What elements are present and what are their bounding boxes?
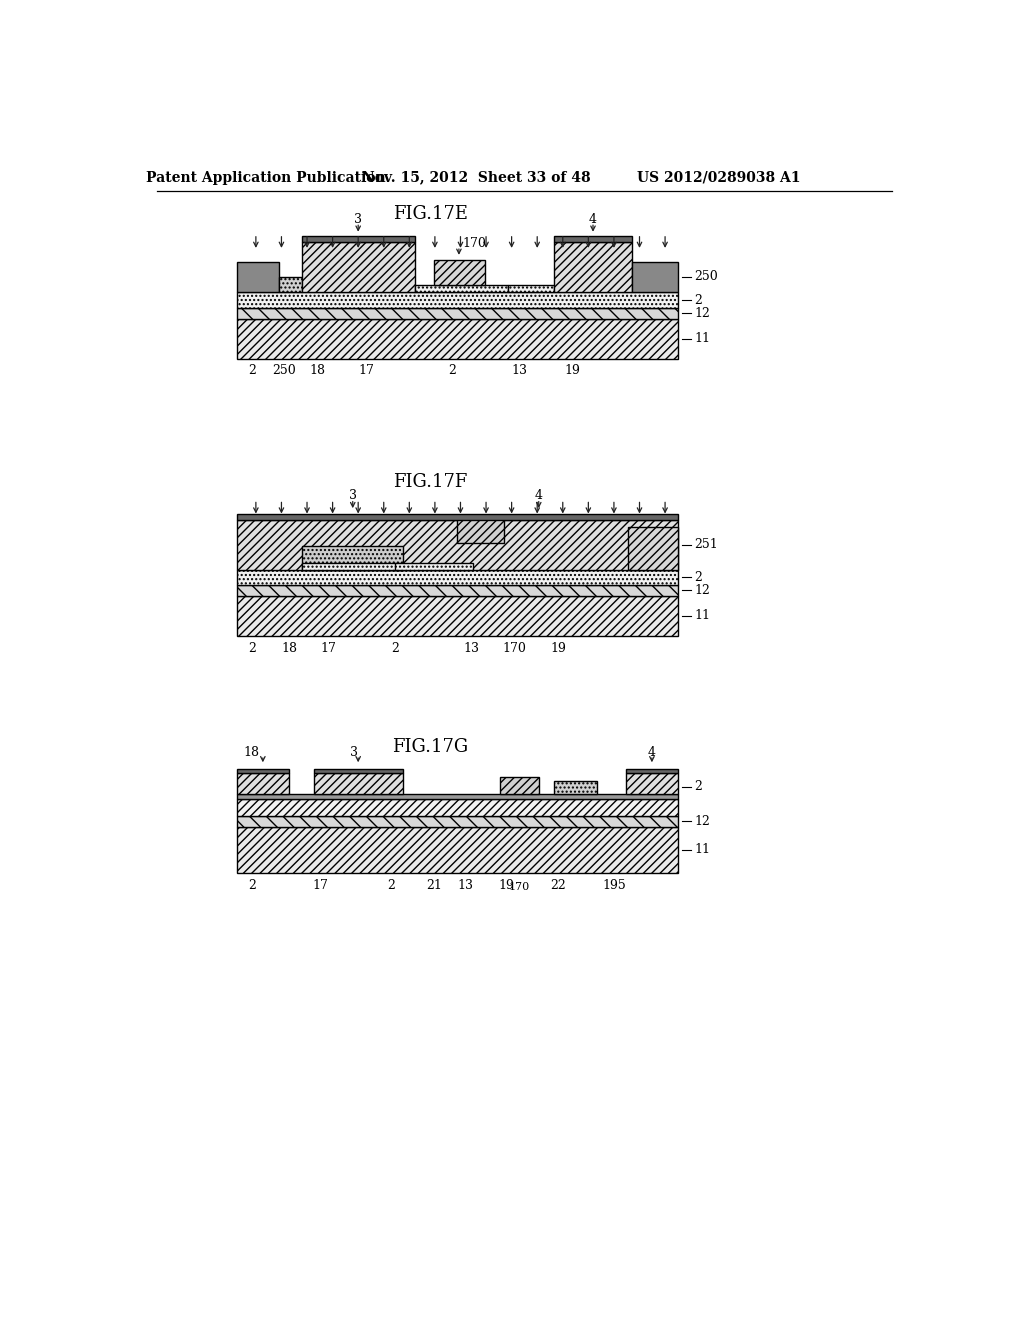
Text: 13: 13 [457, 879, 473, 892]
Text: 13: 13 [511, 364, 527, 378]
Text: 2: 2 [694, 780, 702, 793]
Bar [237, 520, 678, 570]
Bar [632, 261, 678, 293]
Bar [314, 770, 403, 774]
Bar [237, 293, 678, 308]
Text: 4: 4 [589, 213, 597, 226]
Bar [415, 285, 508, 293]
Bar [237, 795, 678, 799]
Text: 2: 2 [387, 879, 395, 892]
Bar [626, 774, 678, 795]
Bar [302, 236, 415, 243]
Text: 170: 170 [463, 236, 486, 249]
Text: 19: 19 [499, 879, 514, 892]
Bar [237, 595, 678, 636]
Bar [434, 260, 484, 285]
Text: FIG.17F: FIG.17F [393, 473, 467, 491]
Text: Patent Application Publication: Patent Application Publication [146, 170, 386, 185]
Text: 170: 170 [509, 882, 530, 892]
Bar [628, 527, 678, 570]
Bar [554, 243, 632, 293]
Text: 11: 11 [694, 333, 711, 345]
Text: FIG.17E: FIG.17E [393, 205, 468, 223]
Text: 2: 2 [449, 364, 456, 378]
Bar [314, 774, 403, 795]
Text: 2: 2 [248, 879, 256, 892]
Text: 11: 11 [694, 610, 711, 622]
Bar [554, 780, 597, 795]
Text: 195: 195 [602, 879, 626, 892]
Bar [237, 318, 678, 359]
Text: 19: 19 [550, 642, 566, 655]
Text: 17: 17 [321, 642, 336, 655]
Bar [280, 277, 302, 293]
Bar [395, 564, 473, 570]
Text: 4: 4 [535, 490, 543, 502]
Bar [554, 236, 632, 243]
Text: 2: 2 [248, 642, 256, 655]
Text: 17: 17 [312, 879, 328, 892]
Bar [302, 546, 403, 570]
Bar [237, 816, 678, 826]
Text: 21: 21 [426, 879, 442, 892]
Text: 3: 3 [350, 746, 358, 759]
Text: Nov. 15, 2012  Sheet 33 of 48: Nov. 15, 2012 Sheet 33 of 48 [362, 170, 591, 185]
Bar [626, 770, 678, 774]
Bar [237, 308, 678, 318]
Text: US 2012/0289038 A1: US 2012/0289038 A1 [637, 170, 801, 185]
Text: 18: 18 [282, 642, 297, 655]
Text: 3: 3 [349, 490, 356, 502]
Text: 18: 18 [244, 746, 259, 759]
Text: 12: 12 [694, 306, 711, 319]
Text: 2: 2 [248, 364, 256, 378]
Text: 2: 2 [391, 642, 399, 655]
Bar [237, 826, 678, 873]
Text: FIG.17G: FIG.17G [392, 738, 468, 756]
Text: 11: 11 [694, 843, 711, 857]
Bar [237, 585, 678, 595]
Text: 250: 250 [694, 271, 718, 284]
Bar [237, 261, 280, 293]
Text: 3: 3 [354, 213, 362, 226]
Bar [500, 777, 539, 795]
Bar [237, 515, 678, 520]
Bar [237, 570, 678, 585]
Text: 250: 250 [272, 364, 296, 378]
Text: 13: 13 [463, 642, 479, 655]
Bar [237, 799, 678, 816]
Text: 170: 170 [502, 642, 526, 655]
Bar [458, 516, 504, 543]
Text: 12: 12 [694, 583, 711, 597]
Bar [508, 285, 554, 293]
Text: 251: 251 [694, 539, 718, 552]
Text: 4: 4 [648, 746, 656, 759]
Text: 19: 19 [564, 364, 580, 378]
Text: 22: 22 [550, 879, 566, 892]
Text: 2: 2 [694, 570, 702, 583]
Text: 12: 12 [694, 814, 711, 828]
Text: 18: 18 [310, 364, 326, 378]
Bar [237, 770, 289, 774]
Bar [302, 564, 403, 570]
Text: 2: 2 [694, 293, 702, 306]
Text: 17: 17 [358, 364, 375, 378]
Bar [302, 243, 415, 293]
Bar [237, 774, 289, 795]
